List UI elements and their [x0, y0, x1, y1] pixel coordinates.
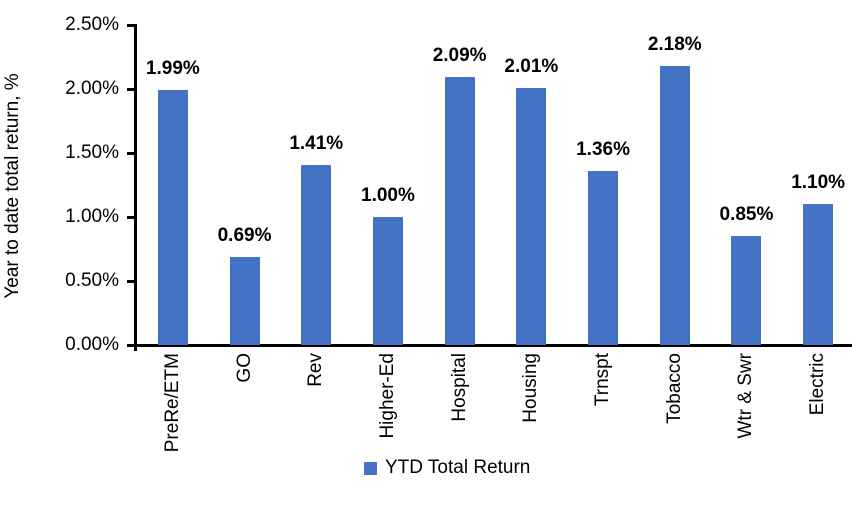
bar-value-label: 1.41% — [289, 132, 344, 154]
bar — [372, 217, 403, 345]
bar-value-label: 1.10% — [791, 172, 846, 194]
y-tick-label: 0.00% — [65, 334, 119, 355]
category-label: Higher-Ed — [376, 353, 398, 439]
y-axis-line — [134, 25, 137, 351]
category-label: Wtr & Swr — [735, 353, 757, 439]
bar-value-label: 2.09% — [432, 45, 487, 67]
y-tick-label: 2.00% — [65, 78, 119, 99]
bar — [803, 204, 834, 345]
x-axis-line — [127, 344, 852, 347]
bar-value-label: 1.00% — [361, 185, 415, 206]
bar — [444, 77, 475, 345]
bar-value-label: 0.69% — [217, 224, 272, 246]
bar — [516, 87, 547, 345]
bar — [301, 164, 332, 345]
category-label: Electric — [807, 353, 829, 416]
y-tick-mark — [127, 344, 137, 347]
bar-value-label: 1.36% — [576, 138, 630, 160]
category-label: Hospital — [448, 353, 470, 422]
bar-value-label: 2.18% — [647, 33, 702, 55]
y-tick-label: 1.50% — [65, 142, 119, 163]
bar — [157, 90, 188, 345]
y-tick-mark — [127, 152, 137, 155]
y-tick-mark — [127, 280, 137, 283]
bar — [588, 170, 619, 345]
legend: YTD Total Return — [364, 457, 531, 478]
y-tick-label: 2.50% — [65, 14, 119, 35]
legend-label: YTD Total Return — [385, 457, 531, 478]
y-tick-mark — [127, 216, 137, 219]
y-axis-title: Year to date total return, % — [2, 73, 23, 299]
y-tick-label: 1.00% — [65, 206, 119, 227]
bar — [731, 236, 762, 345]
y-tick-mark — [127, 88, 137, 91]
y-tick-mark — [127, 24, 137, 27]
legend-swatch — [364, 461, 377, 475]
y-tick-label: 0.50% — [65, 270, 119, 291]
category-label: Tobacco — [663, 353, 685, 424]
category-label: Housing — [520, 353, 542, 423]
category-label: Rev — [305, 353, 327, 387]
bar — [659, 65, 690, 345]
category-label: GO — [233, 353, 255, 383]
category-label: PreRe/ETM — [161, 353, 183, 453]
bar — [229, 256, 260, 345]
bar-value-label: 2.01% — [504, 55, 559, 77]
bar-value-label: 1.99% — [145, 58, 200, 80]
bar-value-label: 0.85% — [719, 204, 774, 226]
category-label: Trnspt — [592, 353, 614, 407]
